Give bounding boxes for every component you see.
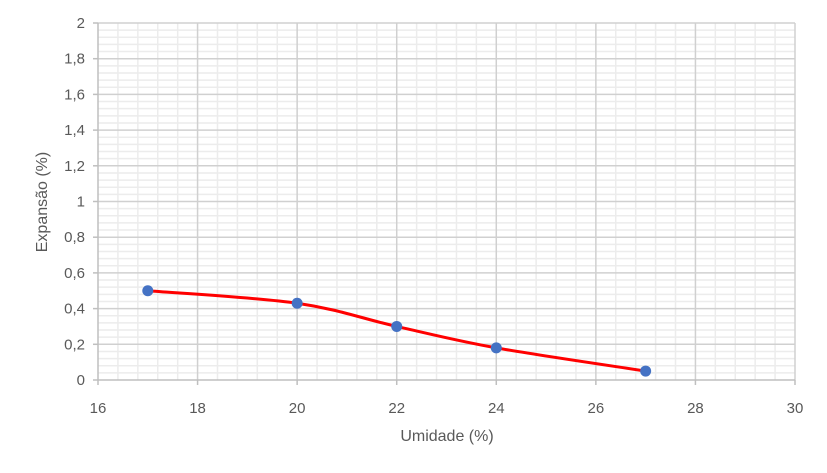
y-tick-label: 1,6	[64, 86, 85, 103]
x-tick-label: 16	[90, 400, 107, 417]
data-point-marker	[142, 285, 154, 297]
x-tick-label: 22	[388, 400, 405, 417]
y-tick-label: 0,8	[64, 229, 85, 246]
data-point-marker	[391, 320, 403, 332]
x-axis-title: Umidade (%)	[400, 428, 493, 445]
y-tick-label: 2	[77, 15, 85, 32]
data-point-marker	[490, 342, 502, 354]
x-tick-label: 30	[787, 400, 804, 417]
y-tick-label: 1	[77, 194, 85, 211]
y-tick-label: 1,2	[64, 158, 85, 175]
x-tick-label: 26	[588, 400, 605, 417]
y-tick-label: 0,6	[64, 265, 85, 282]
x-tick-label: 24	[488, 400, 505, 417]
major-gridlines	[98, 22, 796, 380]
data-point-marker	[640, 365, 652, 377]
y-tick-label: 1,8	[64, 51, 85, 68]
y-tick-label: 1,4	[64, 122, 85, 139]
data-point-marker	[291, 297, 303, 309]
y-tick-label: 0,4	[64, 301, 85, 318]
x-tick-label: 20	[289, 400, 306, 417]
x-tick-label: 18	[189, 400, 206, 417]
x-axis-tick-labels: 16 18 20 22 24 26 28 30	[90, 400, 804, 417]
y-tick-label: 0,2	[64, 336, 85, 353]
data-markers	[142, 285, 652, 377]
y-axis-tick-labels: 0 0,2 0,4 0,6 0,8 1 1,2 1,4 1,6 1,8 2	[64, 15, 85, 389]
y-tick-label: 0	[77, 372, 85, 389]
x-tick-label: 28	[687, 400, 704, 417]
y-axis-title: Expansão (%)	[34, 152, 51, 253]
axes	[93, 22, 796, 385]
